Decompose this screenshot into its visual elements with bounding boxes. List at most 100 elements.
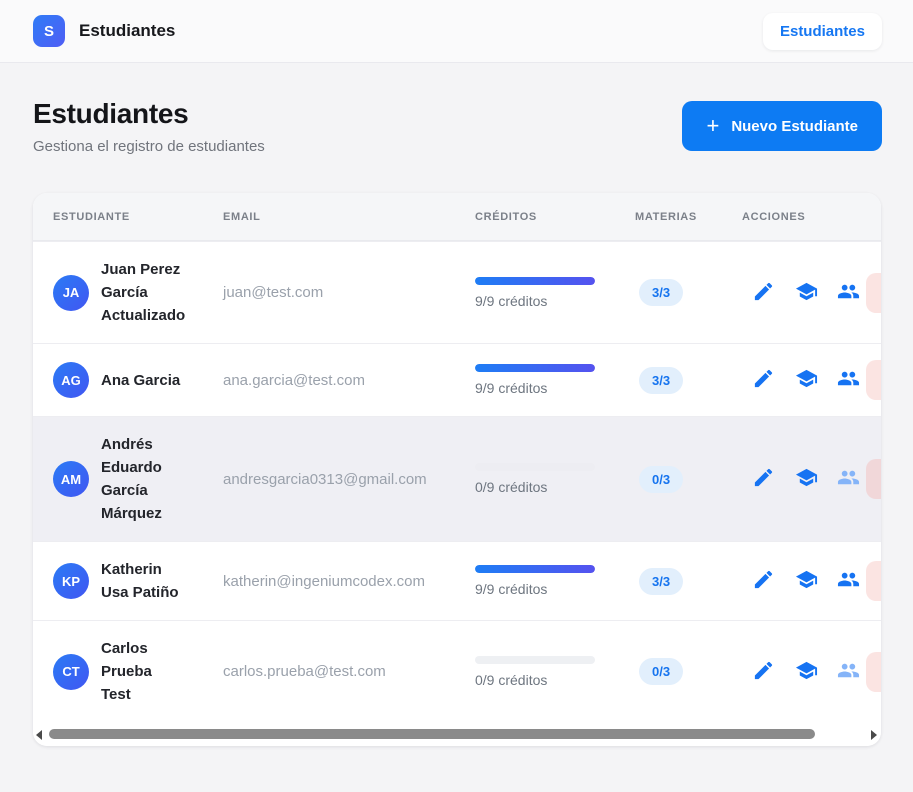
materias-cell: 3/3 [635,568,742,595]
nav-link-estudiantes[interactable]: Estudiantes [763,13,882,50]
column-header-acciones: Acciones [742,211,862,223]
credits-cell: 0/9 créditos [475,656,635,688]
student-name: Carlos Prueba Test [101,637,183,706]
delete-cell [862,459,881,499]
actions-cell [742,567,862,595]
materias-badge: 3/3 [639,568,683,595]
credits-label: 9/9 créditos [475,581,635,597]
students-table-card: Estudiante Email Créditos Materias Accio… [33,193,881,746]
group-button[interactable] [835,465,862,493]
pencil-icon [752,280,775,306]
delete-button[interactable] [866,652,881,692]
column-header-estudiante: Estudiante [33,211,223,223]
graduation-cap-icon [795,568,818,594]
materias-badge: 3/3 [639,367,683,394]
student-name: Andrés Eduardo García Márquez [101,433,183,525]
people-icon [837,466,860,492]
actions-cell [742,465,862,493]
main-content: Estudiantes Gestiona el registro de estu… [0,63,913,746]
edit-button[interactable] [750,279,777,307]
materias-cell: 3/3 [635,367,742,394]
scroll-left-icon[interactable] [36,730,42,740]
student-cell: CT Carlos Prueba Test [33,637,223,706]
scroll-right-icon[interactable] [871,730,877,740]
edit-button[interactable] [750,658,777,686]
new-student-button[interactable]: + Nuevo Estudiante [682,101,882,151]
credits-cell: 9/9 créditos [475,277,635,309]
credits-progress-fill [475,565,595,573]
graduation-cap-icon [795,280,818,306]
edit-button[interactable] [750,465,777,493]
credits-label: 0/9 créditos [475,479,635,495]
avatar: JA [53,275,89,311]
avatar: KP [53,563,89,599]
credits-label: 9/9 créditos [475,293,635,309]
table-header-row: Estudiante Email Créditos Materias Accio… [33,193,881,241]
delete-cell [862,273,881,313]
student-email: ana.garcia@test.com [223,372,475,389]
pencil-icon [752,466,775,492]
plus-icon: + [706,116,719,136]
page-subtitle: Gestiona el registro de estudiantes [33,138,265,155]
pencil-icon [752,659,775,685]
student-name: Juan Perez García Actualizado [101,258,183,327]
materias-badge: 0/3 [639,466,683,493]
graduation-cap-icon [795,659,818,685]
scrollbar-thumb[interactable] [49,729,815,739]
people-icon [837,659,860,685]
edit-button[interactable] [750,366,777,394]
new-student-button-label: Nuevo Estudiante [731,118,858,135]
topbar-brand: S Estudiantes [33,15,175,47]
materias-cell: 0/3 [635,658,742,685]
column-header-creditos: Créditos [475,211,635,223]
graduation-cap-icon [795,367,818,393]
delete-button[interactable] [866,459,881,499]
materias-button[interactable] [793,658,820,686]
materias-button[interactable] [793,279,820,307]
credits-cell: 0/9 créditos [475,463,635,495]
credits-progress-bar [475,277,595,285]
credits-progress-fill [475,277,595,285]
student-cell: KP Katherin Usa Patiño [33,558,223,604]
avatar: AG [53,362,89,398]
topbar: S Estudiantes Estudiantes [0,0,913,63]
credits-label: 9/9 créditos [475,380,635,396]
avatar: AM [53,461,89,497]
delete-button[interactable] [866,360,881,400]
group-button[interactable] [835,567,862,595]
delete-cell [862,652,881,692]
avatar: CT [53,654,89,690]
materias-cell: 3/3 [635,279,742,306]
delete-button[interactable] [866,561,881,601]
student-name: Ana Garcia [101,369,183,392]
group-button[interactable] [835,658,862,686]
student-cell: JA Juan Perez García Actualizado [33,258,223,327]
horizontal-scrollbar[interactable] [33,722,881,746]
page-heading-block: Estudiantes Gestiona el registro de estu… [33,98,265,155]
materias-button[interactable] [793,465,820,493]
group-button[interactable] [835,279,862,307]
delete-button[interactable] [866,273,881,313]
app-logo[interactable]: S [33,15,65,47]
people-icon [837,568,860,594]
table-row: JA Juan Perez García Actualizado juan@te… [33,241,881,343]
materias-button[interactable] [793,567,820,595]
credits-progress-bar [475,656,595,664]
actions-cell [742,366,862,394]
page-title: Estudiantes [33,98,265,130]
credits-cell: 9/9 créditos [475,364,635,396]
credits-progress-fill [475,364,595,372]
pencil-icon [752,367,775,393]
materias-button[interactable] [793,366,820,394]
credits-progress-bar [475,364,595,372]
group-button[interactable] [835,366,862,394]
materias-badge: 0/3 [639,658,683,685]
column-header-email: Email [223,211,475,223]
page-header: Estudiantes Gestiona el registro de estu… [33,98,882,155]
app-title: Estudiantes [79,21,175,41]
materias-cell: 0/3 [635,466,742,493]
actions-cell [742,279,862,307]
edit-button[interactable] [750,567,777,595]
credits-progress-bar [475,565,595,573]
credits-cell: 9/9 créditos [475,565,635,597]
